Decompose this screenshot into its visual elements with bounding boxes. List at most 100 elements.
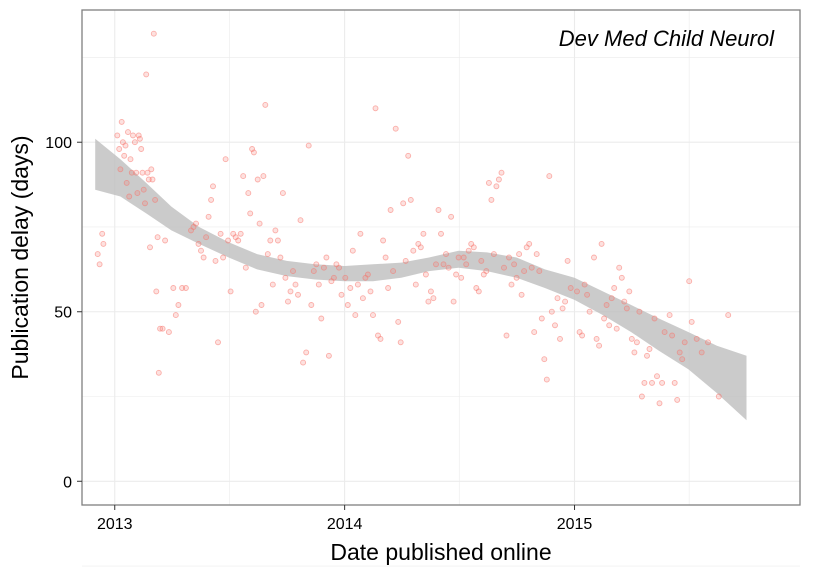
data-point	[400, 200, 407, 207]
data-point	[140, 186, 147, 193]
data-point	[591, 254, 597, 261]
data-point	[222, 156, 229, 163]
y-tick-label: 0	[63, 474, 72, 491]
data-point	[405, 152, 412, 159]
data-point	[669, 332, 676, 339]
data-point	[649, 379, 655, 386]
data-point	[295, 291, 301, 298]
data-point	[303, 349, 310, 356]
data-point	[725, 312, 732, 319]
data-point	[651, 315, 658, 322]
data-point	[636, 308, 643, 315]
data-point	[318, 315, 325, 322]
data-point	[674, 396, 681, 403]
data-point	[367, 288, 374, 295]
data-point	[506, 254, 512, 261]
data-point	[453, 271, 460, 278]
y-axis-title: Publication delay (days)	[7, 135, 33, 379]
data-point	[325, 352, 332, 359]
data-point	[254, 176, 261, 183]
data-point	[552, 322, 558, 329]
data-point	[445, 264, 452, 271]
data-point	[344, 302, 351, 308]
data-point	[256, 220, 263, 227]
data-point	[242, 264, 249, 271]
data-point	[338, 291, 345, 298]
data-point	[217, 230, 224, 237]
data-point	[557, 335, 563, 342]
data-point	[138, 146, 145, 152]
data-point	[443, 251, 449, 258]
data-point	[99, 230, 106, 237]
data-point	[330, 274, 337, 281]
data-point	[495, 176, 502, 183]
data-point	[460, 254, 467, 261]
data-point	[611, 285, 618, 291]
data-point	[581, 281, 588, 288]
data-point	[172, 312, 179, 319]
data-point	[686, 278, 693, 285]
data-point	[372, 105, 379, 112]
data-point	[397, 339, 404, 346]
data-point	[407, 196, 414, 203]
data-point	[117, 166, 124, 173]
data-point	[626, 288, 633, 295]
data-point	[693, 335, 700, 342]
data-point	[440, 261, 447, 268]
data-point	[633, 339, 640, 346]
data-point	[260, 173, 267, 180]
data-point	[412, 281, 419, 288]
data-point	[698, 349, 705, 356]
data-point	[623, 305, 630, 312]
data-point	[450, 298, 457, 305]
data-point	[149, 176, 156, 183]
data-point	[483, 268, 490, 275]
data-point	[618, 274, 625, 281]
data-point	[125, 129, 131, 136]
data-point	[490, 251, 497, 258]
data-point	[122, 142, 129, 149]
data-point	[521, 268, 528, 275]
journal-annotation: Dev Med Child Neurol	[559, 26, 775, 51]
data-point	[272, 227, 279, 234]
data-point	[144, 169, 151, 176]
data-point	[143, 71, 150, 78]
data-point	[679, 356, 686, 363]
data-point	[425, 298, 432, 305]
data-point	[225, 237, 232, 244]
data-point	[390, 268, 397, 275]
data-point	[290, 268, 296, 275]
data-point	[705, 339, 711, 346]
data-point	[392, 125, 399, 132]
data-point	[511, 261, 518, 268]
data-point	[354, 281, 361, 288]
data-point	[488, 196, 495, 203]
data-point	[237, 230, 244, 237]
data-point	[528, 264, 535, 271]
data-point	[656, 400, 663, 407]
data-point	[458, 274, 465, 281]
data-point	[94, 251, 101, 258]
data-point	[598, 240, 605, 247]
data-point	[644, 352, 650, 359]
data-point	[364, 271, 371, 278]
data-point	[422, 271, 429, 278]
data-point	[200, 254, 207, 261]
x-tick-label: 2014	[327, 516, 363, 533]
data-point	[601, 315, 608, 322]
plot-frame	[81, 9, 801, 506]
data-point	[347, 285, 354, 291]
data-point	[96, 261, 103, 268]
data-point	[420, 230, 427, 237]
data-point	[131, 139, 138, 146]
data-point	[654, 373, 660, 380]
data-point	[427, 288, 434, 295]
data-point	[564, 257, 571, 264]
data-point	[438, 230, 444, 237]
data-point	[501, 264, 507, 271]
data-point	[162, 237, 169, 244]
data-point	[198, 247, 204, 254]
y-tick-label: 100	[45, 135, 72, 152]
data-point	[574, 288, 580, 295]
